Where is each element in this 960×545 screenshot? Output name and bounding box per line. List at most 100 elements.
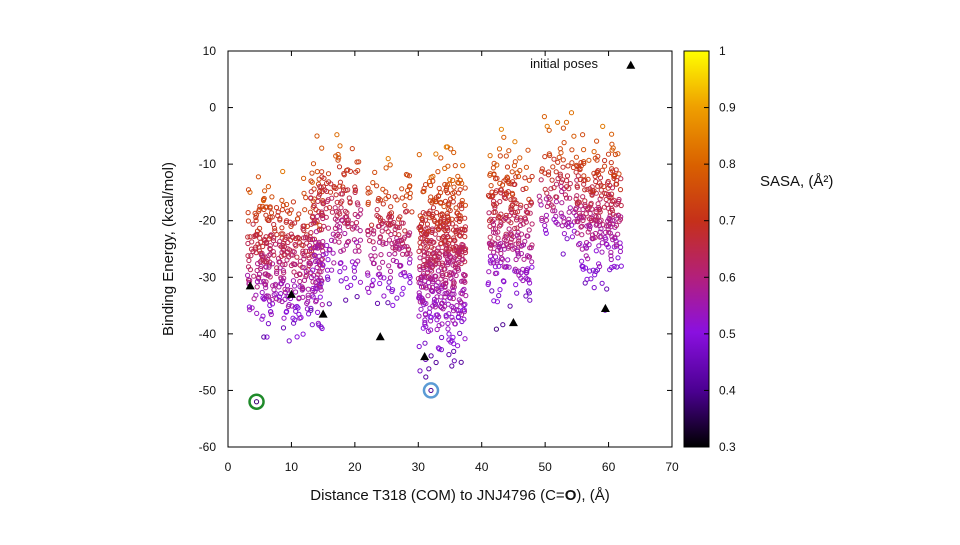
data-point <box>318 278 324 284</box>
data-point <box>335 151 341 158</box>
data-point <box>447 270 453 276</box>
data-point <box>618 244 624 250</box>
data-point <box>337 260 343 266</box>
data-point <box>514 170 520 176</box>
data-point <box>319 302 325 308</box>
data-point <box>269 301 276 307</box>
data-point <box>308 246 314 252</box>
data-point <box>607 267 613 273</box>
data-point <box>343 214 349 220</box>
data-point <box>433 273 439 280</box>
data-point <box>497 287 503 293</box>
data-point <box>494 270 500 276</box>
data-point <box>590 235 596 241</box>
data-point <box>431 259 437 265</box>
data-point <box>487 172 493 178</box>
data-point <box>319 174 325 180</box>
data-point <box>389 288 395 295</box>
data-point <box>498 126 504 132</box>
data-point <box>386 279 392 285</box>
data-point <box>503 191 510 197</box>
data-point <box>305 252 311 258</box>
data-point <box>438 155 444 161</box>
data-point <box>309 179 315 185</box>
data-point <box>591 285 597 291</box>
data-point <box>456 190 462 196</box>
data-point <box>390 302 396 308</box>
data-point <box>280 278 286 284</box>
data-point <box>267 246 273 252</box>
data-point <box>609 185 616 191</box>
data-point <box>267 298 273 304</box>
data-point <box>294 334 300 340</box>
data-point <box>345 239 351 245</box>
data-point <box>514 215 520 221</box>
data-point <box>279 207 285 213</box>
data-point <box>504 174 510 180</box>
plot-frame <box>227 50 673 448</box>
data-point <box>420 217 426 223</box>
data-point <box>577 240 583 247</box>
data-point <box>428 262 435 268</box>
data-point <box>436 227 442 233</box>
data-point <box>588 200 594 206</box>
data-point <box>439 212 445 218</box>
colorbar-tick-label: 0.5 <box>719 327 736 341</box>
data-point <box>430 303 436 309</box>
data-point <box>550 164 556 170</box>
data-point <box>578 215 585 221</box>
data-point <box>288 231 294 237</box>
data-point <box>596 213 602 219</box>
data-point <box>428 327 434 333</box>
data-point <box>369 256 375 262</box>
data-point <box>423 374 429 380</box>
data-point <box>444 182 450 188</box>
data-point <box>450 177 456 183</box>
data-point <box>574 183 580 189</box>
data-point <box>508 207 514 213</box>
data-point <box>290 252 296 258</box>
data-point <box>325 225 331 231</box>
data-point <box>254 284 260 290</box>
data-point <box>514 290 520 296</box>
data-point <box>449 363 455 369</box>
data-point <box>268 210 275 216</box>
data-point <box>435 268 441 274</box>
data-point <box>355 258 361 264</box>
data-point <box>592 217 598 223</box>
data-point <box>324 274 331 280</box>
data-point <box>423 211 429 217</box>
data-point <box>284 249 290 255</box>
data-point <box>429 268 435 274</box>
data-point <box>498 187 504 193</box>
data-point <box>332 216 338 222</box>
data-point <box>459 206 465 212</box>
data-point <box>422 232 428 238</box>
data-point <box>288 262 294 269</box>
y-tick-label: -30 <box>199 270 217 284</box>
data-point <box>277 238 283 244</box>
data-point <box>439 305 445 311</box>
data-point <box>428 287 434 293</box>
data-point <box>517 205 523 211</box>
data-point <box>599 167 605 173</box>
data-point <box>438 200 444 206</box>
colorbar-tick-label: 0.9 <box>719 101 736 115</box>
data-point <box>407 183 413 189</box>
data-point <box>277 259 283 265</box>
x-tick-label: 0 <box>225 460 232 474</box>
data-point <box>252 210 258 216</box>
data-point <box>407 195 413 201</box>
data-point <box>325 276 331 282</box>
data-point <box>386 263 392 269</box>
data-point <box>275 213 281 219</box>
data-point <box>268 232 274 238</box>
data-point <box>555 221 561 227</box>
data-point <box>446 240 452 246</box>
data-point <box>303 195 309 201</box>
data-point <box>387 162 393 168</box>
data-point <box>451 280 457 286</box>
data-point <box>497 153 503 159</box>
data-point <box>506 264 512 270</box>
data-point <box>374 183 380 189</box>
